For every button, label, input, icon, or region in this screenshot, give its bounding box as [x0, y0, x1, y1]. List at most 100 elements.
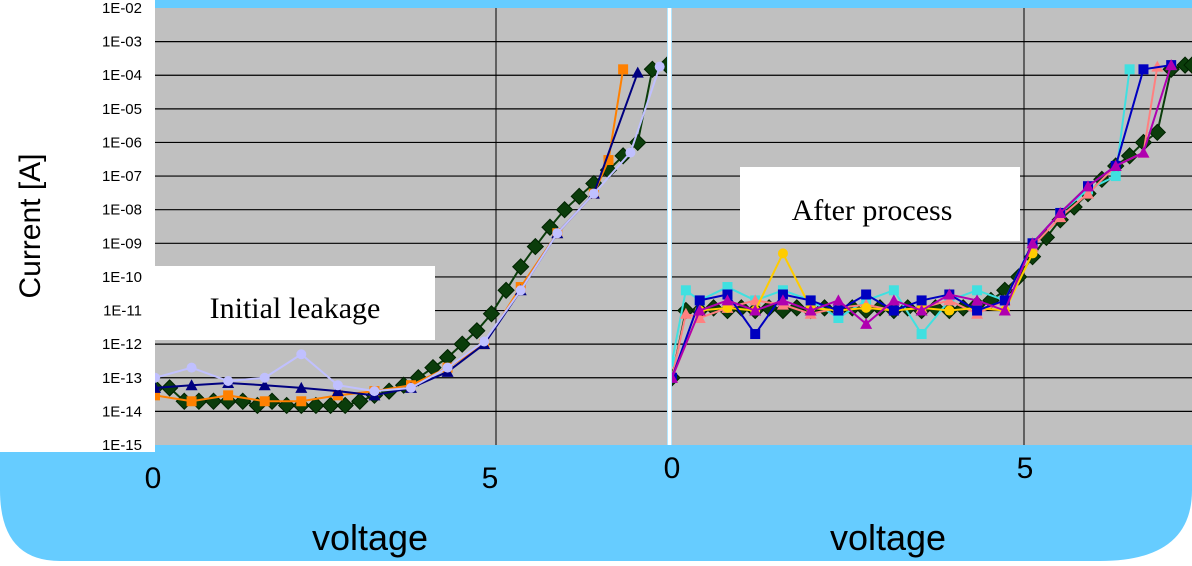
data-point [776, 294, 789, 306]
gridlines [155, 8, 1192, 445]
data-point [185, 379, 198, 391]
data-point [468, 322, 486, 340]
y-tick-label: 1E-06 [102, 134, 142, 151]
data-point [888, 305, 899, 316]
data-point [943, 288, 956, 300]
data-point [155, 390, 160, 401]
data-point [861, 289, 872, 300]
data-point [750, 329, 761, 340]
y-tick-label: 1E-11 [103, 303, 142, 320]
data-point [259, 396, 270, 407]
data-point [588, 188, 599, 199]
data-point [1165, 59, 1178, 71]
data-point [1054, 206, 1067, 218]
data-point [1183, 56, 1192, 74]
data-point [259, 372, 270, 383]
data-point [833, 312, 844, 323]
data-point [804, 304, 817, 316]
y-tick-label: 1E-10 [102, 269, 142, 286]
data-point [1148, 123, 1167, 142]
data-point [625, 147, 636, 158]
data-point [944, 305, 955, 316]
data-point [1082, 180, 1094, 192]
data-point [295, 381, 308, 393]
left-plot-area [155, 8, 667, 445]
data-point [694, 295, 705, 306]
left-x-tick-0: 0 [145, 462, 162, 495]
data-point [680, 285, 691, 296]
data-point [999, 295, 1010, 306]
data-point [570, 187, 588, 206]
data-point [479, 336, 490, 347]
data-point [482, 305, 501, 323]
data-point [332, 380, 343, 391]
left-series [155, 56, 667, 415]
after-process-label: After process [792, 194, 953, 227]
right-x-axis-label: voltage [830, 517, 946, 558]
initial-leakage-label: Initial leakage [210, 292, 381, 325]
data-point [186, 362, 197, 373]
data-point [679, 307, 692, 319]
data-point [369, 386, 380, 397]
initial-leakage-box [155, 266, 435, 340]
data-point [515, 285, 526, 296]
data-point [915, 304, 928, 316]
data-point [1110, 171, 1121, 182]
data-point [998, 304, 1011, 316]
y-tick-labels: 1E-02 1E-03 1E-04 1E-05 1E-06 1E-07 1E-08 1E-09… [102, 0, 142, 454]
data-point [972, 305, 983, 316]
y-tick-label: 1E-12 [102, 336, 142, 353]
data-point [1138, 64, 1149, 75]
data-point [223, 376, 234, 387]
y-tick-label: 1E-03 [102, 34, 142, 51]
data-point [672, 371, 678, 383]
data-point [805, 295, 816, 306]
data-point [629, 133, 647, 152]
left-x-axis-label: voltage [312, 517, 428, 558]
data-point [777, 248, 788, 259]
data-point [1151, 60, 1164, 72]
data-point [1026, 237, 1039, 249]
y-tick-label: 1E-05 [102, 101, 142, 118]
data-point [972, 285, 983, 296]
data-point [833, 305, 844, 316]
y-axis-panel [0, 0, 155, 452]
left-x-tick-5: 5 [482, 462, 499, 495]
data-point [406, 382, 416, 393]
data-point [1137, 146, 1150, 158]
data-point [861, 302, 872, 313]
data-point [749, 304, 762, 316]
data-point [1120, 147, 1139, 165]
data-point [721, 294, 734, 306]
right-x-tick-5: 5 [1017, 452, 1034, 485]
y-tick-label: 1E-02 [102, 0, 142, 17]
data-point [186, 396, 197, 407]
data-point [296, 349, 307, 360]
data-point [943, 294, 956, 306]
data-point [351, 392, 369, 410]
y-tick-label: 1E-04 [102, 67, 142, 84]
data-point [603, 155, 614, 166]
data-point [555, 200, 574, 219]
right-x-tick-0: 0 [664, 452, 681, 485]
data-point [497, 281, 515, 300]
data-point [654, 61, 665, 72]
y-tick-label: 1E-08 [102, 202, 142, 219]
data-point [916, 329, 927, 340]
data-point [296, 396, 307, 407]
data-point [1109, 159, 1122, 171]
data-point [888, 285, 899, 296]
data-point [526, 237, 545, 256]
data-point [693, 304, 706, 316]
data-point [1082, 187, 1094, 199]
data-point [512, 258, 530, 276]
data-point [631, 66, 644, 78]
y-tick-label: 1E-13 [102, 370, 142, 387]
data-point [832, 294, 845, 306]
data-point [442, 362, 453, 373]
y-tick-label: 1E-15 [102, 437, 142, 454]
data-point [321, 396, 340, 415]
data-point [722, 282, 733, 293]
data-point [453, 335, 471, 353]
